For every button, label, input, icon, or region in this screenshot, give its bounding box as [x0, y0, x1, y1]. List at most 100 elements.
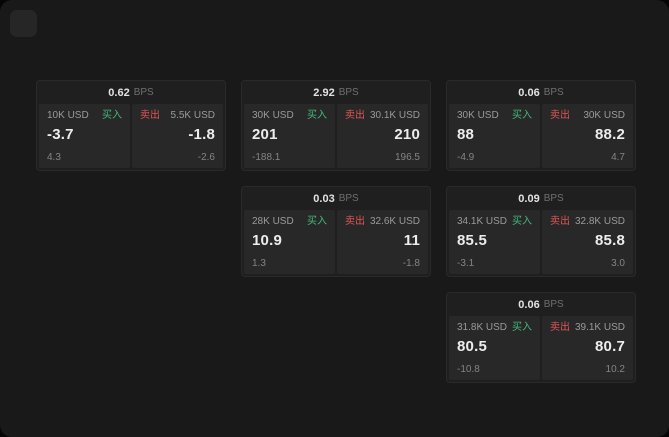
buy-panel[interactable]: 30K USD 买入 201 -188.1 — [244, 104, 335, 168]
bps-unit-label: BPS — [543, 193, 564, 204]
buy-panel-header: 34.1K USD 买入 — [457, 216, 532, 228]
buy-panel[interactable]: 34.1K USD 买入 85.5 -3.1 — [449, 210, 540, 274]
quote-card-body: 31.8K USD 买入 80.5 -10.8 卖出 39.1K USD 80.… — [447, 316, 635, 382]
buy-button[interactable]: 买入 — [512, 216, 532, 227]
sell-panel-header: 卖出 39.1K USD — [550, 322, 625, 334]
sell-panel-header: 卖出 30K USD — [550, 110, 625, 122]
buy-panel-header: 30K USD 买入 — [252, 110, 327, 122]
sell-amount: 30.1K USD — [369, 110, 420, 121]
bps-header: 2.92 BPS — [242, 81, 430, 104]
sell-sub-value: 4.7 — [611, 152, 625, 163]
sell-price: 88.2 — [595, 126, 625, 143]
buy-panel-header: 10K USD 买入 — [47, 110, 122, 122]
sell-panel[interactable]: 卖出 30.1K USD 210 196.5 — [337, 104, 428, 168]
sell-panel-header: 卖出 32.8K USD — [550, 216, 625, 228]
buy-button[interactable]: 买入 — [102, 110, 122, 121]
sell-sub-value: -1.8 — [402, 258, 420, 269]
quote-card-body: 30K USD 买入 88 -4.9 卖出 30K USD 88.2 4.7 — [447, 104, 635, 170]
bps-unit-label: BPS — [338, 87, 359, 98]
quote-card-body: 34.1K USD 买入 85.5 -3.1 卖出 32.8K USD 85.8… — [447, 210, 635, 276]
sell-button[interactable]: 卖出 — [550, 110, 570, 121]
bps-header: 0.06 BPS — [447, 293, 635, 316]
buy-sub-value: 4.3 — [47, 152, 61, 163]
buy-price: 10.9 — [252, 232, 282, 249]
quote-grid: 0.62 BPS 10K USD 买入 -3.7 4.3 卖出 5.5K USD… — [36, 80, 636, 383]
sell-panel[interactable]: 卖出 39.1K USD 80.7 10.2 — [542, 316, 633, 380]
buy-button[interactable]: 买入 — [512, 110, 532, 121]
buy-amount: 28K USD — [252, 216, 294, 227]
buy-sub-value: 1.3 — [252, 258, 266, 269]
buy-panel[interactable]: 10K USD 买入 -3.7 4.3 — [39, 104, 130, 168]
quote-card: 0.03 BPS 28K USD 买入 10.9 1.3 卖出 32.6K US… — [241, 186, 431, 277]
sell-panel[interactable]: 卖出 30K USD 88.2 4.7 — [542, 104, 633, 168]
bps-value: 0.06 — [518, 298, 540, 311]
quote-card-body: 30K USD 买入 201 -188.1 卖出 30.1K USD 210 1… — [242, 104, 430, 170]
sell-panel-header: 卖出 5.5K USD — [140, 110, 215, 122]
buy-amount: 10K USD — [47, 110, 89, 121]
buy-sub-value: -4.9 — [457, 152, 475, 163]
sell-panel[interactable]: 卖出 5.5K USD -1.8 -2.6 — [132, 104, 223, 168]
sell-button[interactable]: 卖出 — [345, 216, 365, 227]
buy-panel-header: 30K USD 买入 — [457, 110, 532, 122]
bps-value: 0.06 — [518, 86, 540, 99]
sell-button[interactable]: 卖出 — [140, 110, 160, 121]
sell-price: -1.8 — [188, 126, 215, 143]
buy-button[interactable]: 买入 — [307, 216, 327, 227]
buy-amount: 30K USD — [457, 110, 499, 121]
sell-sub-value: 3.0 — [611, 258, 625, 269]
buy-price: 201 — [252, 126, 278, 143]
buy-amount: 34.1K USD — [457, 216, 508, 227]
sell-sub-value: -2.6 — [197, 152, 215, 163]
bps-header: 0.62 BPS — [37, 81, 225, 104]
quote-card-body: 28K USD 买入 10.9 1.3 卖出 32.6K USD 11 -1.8 — [242, 210, 430, 276]
sell-amount: 30K USD — [583, 110, 625, 121]
sell-amount: 39.1K USD — [574, 322, 625, 333]
sell-panel[interactable]: 卖出 32.6K USD 11 -1.8 — [337, 210, 428, 274]
buy-price: 85.5 — [457, 232, 487, 249]
bps-value: 2.92 — [313, 86, 335, 99]
buy-price: -3.7 — [47, 126, 74, 143]
sell-price: 210 — [394, 126, 420, 143]
buy-amount: 31.8K USD — [457, 322, 508, 333]
bps-unit-label: BPS — [543, 299, 564, 310]
bps-unit-label: BPS — [543, 87, 564, 98]
quote-card-body: 10K USD 买入 -3.7 4.3 卖出 5.5K USD -1.8 -2.… — [37, 104, 225, 170]
buy-panel[interactable]: 31.8K USD 买入 80.5 -10.8 — [449, 316, 540, 380]
bps-unit-label: BPS — [338, 193, 359, 204]
bps-header: 0.09 BPS — [447, 187, 635, 210]
sell-price: 85.8 — [595, 232, 625, 249]
quote-card: 0.09 BPS 34.1K USD 买入 85.5 -3.1 卖出 32.8K… — [446, 186, 636, 277]
bps-unit-label: BPS — [133, 87, 154, 98]
bps-header: 0.06 BPS — [447, 81, 635, 104]
sell-panel[interactable]: 卖出 32.8K USD 85.8 3.0 — [542, 210, 633, 274]
sell-button[interactable]: 卖出 — [550, 216, 570, 227]
buy-button[interactable]: 买入 — [307, 110, 327, 121]
app-menu-button[interactable] — [10, 10, 37, 37]
bps-value: 0.09 — [518, 192, 540, 205]
sell-price: 11 — [403, 232, 420, 249]
bps-value: 0.62 — [108, 86, 130, 99]
sell-panel-header: 卖出 30.1K USD — [345, 110, 420, 122]
buy-button[interactable]: 买入 — [512, 322, 532, 333]
quote-card: 0.06 BPS 31.8K USD 买入 80.5 -10.8 卖出 39.1… — [446, 292, 636, 383]
quote-card: 0.06 BPS 30K USD 买入 88 -4.9 卖出 30K USD 8… — [446, 80, 636, 171]
buy-price: 80.5 — [457, 338, 487, 355]
sell-amount: 5.5K USD — [170, 110, 215, 121]
buy-sub-value: -3.1 — [457, 258, 475, 269]
buy-sub-value: -10.8 — [457, 364, 480, 375]
buy-panel[interactable]: 30K USD 买入 88 -4.9 — [449, 104, 540, 168]
bps-header: 0.03 BPS — [242, 187, 430, 210]
sell-amount: 32.8K USD — [574, 216, 625, 227]
quote-card: 0.62 BPS 10K USD 买入 -3.7 4.3 卖出 5.5K USD… — [36, 80, 226, 171]
buy-panel[interactable]: 28K USD 买入 10.9 1.3 — [244, 210, 335, 274]
buy-panel-header: 28K USD 买入 — [252, 216, 327, 228]
sell-button[interactable]: 卖出 — [550, 322, 570, 333]
quote-card: 2.92 BPS 30K USD 买入 201 -188.1 卖出 30.1K … — [241, 80, 431, 171]
sell-sub-value: 196.5 — [394, 152, 420, 163]
sell-button[interactable]: 卖出 — [345, 110, 365, 121]
buy-amount: 30K USD — [252, 110, 294, 121]
sell-price: 80.7 — [595, 338, 625, 355]
buy-panel-header: 31.8K USD 买入 — [457, 322, 532, 334]
sell-sub-value: 10.2 — [605, 364, 625, 375]
